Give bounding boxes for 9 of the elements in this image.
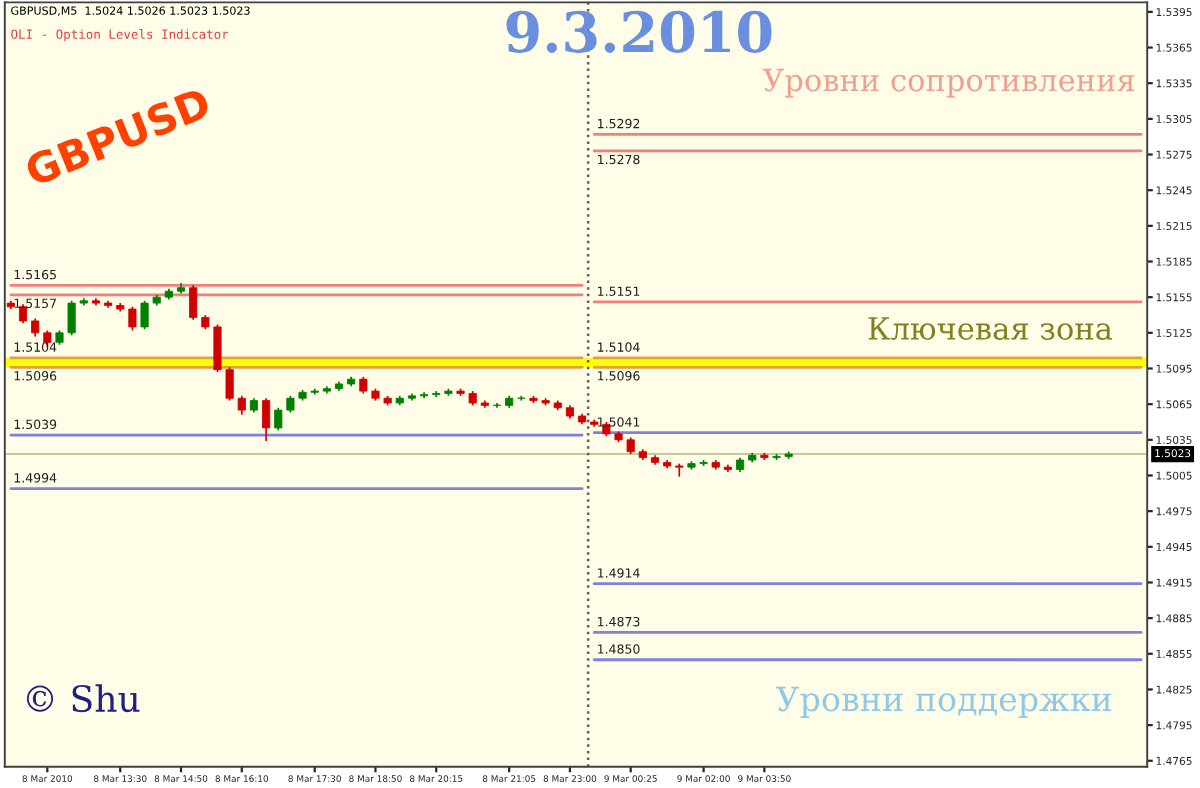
annotation: Уровни сопротивления [762,68,1135,98]
chart-subtitle: 9.3.2010 [506,10,772,53]
candlestick [189,284,198,321]
annotation: Уровни поддержки [775,686,1112,718]
annotation: Ключевая зона [868,317,1113,340]
candlestick [492,402,502,409]
candlestick [675,462,684,478]
annotation: © Shu [26,684,140,713]
candlestick [262,397,271,442]
